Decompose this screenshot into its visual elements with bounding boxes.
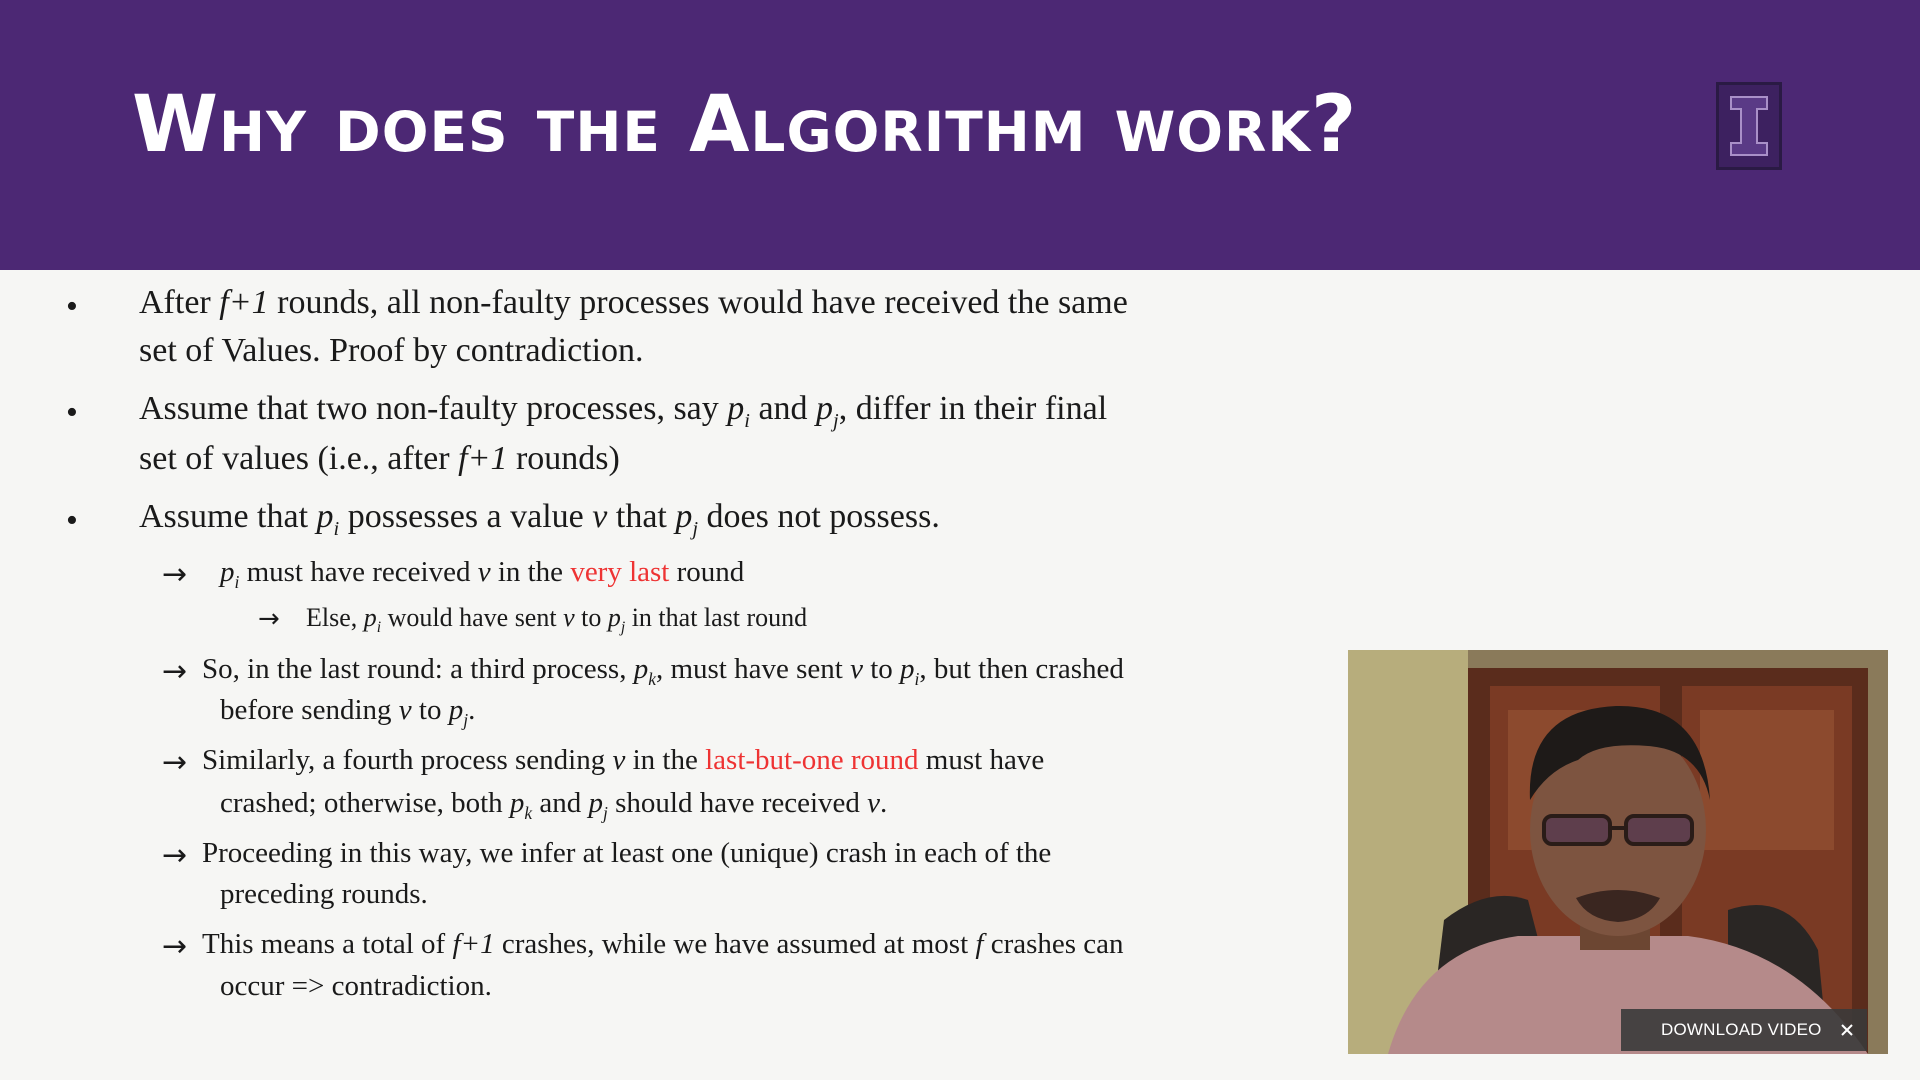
- bullet-3-line-1: Assume that pi possesses a value v that …: [139, 498, 940, 540]
- math-symbol: pi: [900, 653, 920, 689]
- subpoint-1-line-1: pi must have received v in the very last…: [220, 556, 745, 592]
- close-icon[interactable]: [1837, 1020, 1857, 1040]
- subpoint-5-line-2: preceding rounds.: [220, 878, 428, 910]
- highlighted-text: very last: [570, 556, 670, 588]
- bullet-dot: •: [66, 288, 78, 325]
- arrow-right-icon: →: [162, 745, 188, 780]
- math-symbol: v: [398, 694, 412, 726]
- slide-header: Why does the Algorithm work?: [0, 0, 1920, 270]
- math-symbol: pk: [509, 787, 533, 823]
- math-symbol: v: [867, 787, 881, 819]
- presenter-video[interactable]: [1348, 650, 1888, 1054]
- math-symbol: pi: [727, 390, 750, 432]
- subpoint-2-line-1: Else, pi would have sent v to pj in that…: [306, 603, 808, 637]
- download-video-bar: DOWNLOAD VIDEO: [1621, 1009, 1867, 1051]
- math-symbol: pj: [675, 498, 699, 540]
- math-symbol: pi: [316, 498, 340, 540]
- subpoint-3-line-2: before sending v to pj.: [220, 694, 476, 730]
- math-symbol: pi: [363, 603, 382, 637]
- block-i-logo: [1730, 96, 1768, 156]
- presenter-video-frame: [1348, 650, 1888, 1054]
- slide-title: Why does the Algorithm work?: [132, 80, 1358, 170]
- math-symbol: pk: [633, 653, 656, 689]
- bullet-dot: •: [66, 394, 78, 431]
- subpoint-6-line-1: This means a total of f+1 crashes, while…: [202, 928, 1124, 960]
- arrow-right-icon: →: [162, 929, 188, 964]
- download-video-button[interactable]: DOWNLOAD VIDEO: [1661, 1020, 1822, 1039]
- subpoint-4-line-2: crashed; otherwise, both pk and pj shoul…: [220, 787, 888, 823]
- math-symbol: pj: [588, 787, 608, 823]
- university-logo-icon: [1716, 82, 1782, 170]
- bullet-1-line-2: set of Values. Proof by contradiction.: [139, 332, 644, 369]
- math-symbol: pj: [607, 603, 626, 637]
- highlighted-text: last-but-one round: [705, 744, 919, 776]
- arrow-right-icon: →: [258, 604, 280, 634]
- math-symbol: v: [850, 653, 863, 685]
- math-symbol: pj: [816, 390, 839, 432]
- bullet-2-line-2: set of values (i.e., after f+1 rounds): [139, 440, 620, 477]
- math-symbol: v: [563, 603, 575, 632]
- slide-body: • After f+1 rounds, all non-faulty proce…: [0, 270, 1920, 1080]
- arrow-right-icon: →: [162, 557, 188, 592]
- math-symbol: f: [975, 928, 984, 960]
- math-symbol: v: [592, 498, 608, 535]
- bullet-1-line-1: After f+1 rounds, all non-faulty process…: [139, 284, 1128, 321]
- bullet-2-line-1: Assume that two non-faulty processes, sa…: [139, 390, 1108, 432]
- math-symbol: pj: [448, 694, 469, 730]
- math-symbol: f+1: [219, 284, 269, 321]
- math-symbol: f+1: [452, 928, 495, 960]
- math-symbol: pi: [220, 556, 240, 592]
- subpoint-5-line-1: Proceeding in this way, we infer at leas…: [202, 837, 1052, 869]
- math-symbol: v: [612, 744, 626, 776]
- subpoint-3-line-1: So, in the last round: a third process, …: [202, 653, 1124, 689]
- math-symbol: v: [477, 556, 491, 588]
- arrow-right-icon: →: [162, 654, 188, 689]
- math-symbol: f+1: [458, 440, 508, 477]
- arrow-right-icon: →: [162, 838, 188, 873]
- subpoint-4-line-1: Similarly, a fourth process sending v in…: [202, 744, 1045, 776]
- subpoint-6-line-2: occur => contradiction.: [220, 970, 492, 1002]
- bullet-dot: •: [66, 502, 78, 539]
